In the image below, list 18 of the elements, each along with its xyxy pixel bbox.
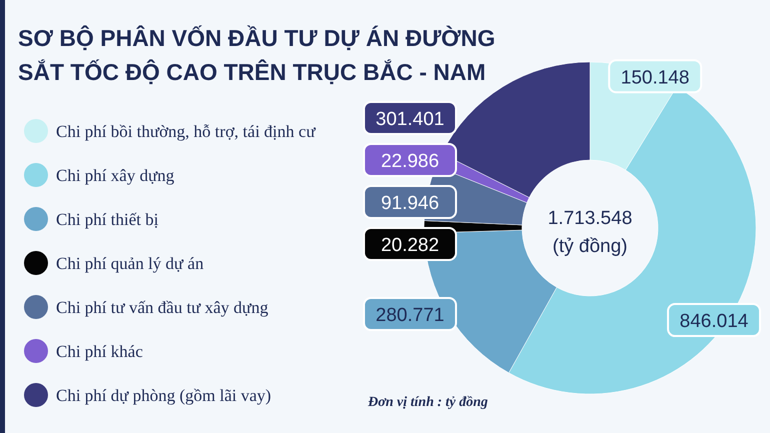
legend-label: Chi phí dự phòng (gồm lãi vay) bbox=[56, 386, 272, 405]
legend-label: Chi phí thiết bị bbox=[56, 210, 159, 229]
legend-label: Chi phí tư vấn đầu tư xây dựng bbox=[56, 298, 269, 317]
legend-label: Chi phí xây dựng bbox=[56, 166, 175, 185]
data-label: 150.148 bbox=[620, 67, 690, 88]
data-label: 20.282 bbox=[380, 235, 440, 256]
legend-label: Chi phí quản lý dự án bbox=[56, 254, 204, 273]
data-label: 280.771 bbox=[376, 305, 444, 326]
text: (tỷ đồng) bbox=[552, 236, 628, 257]
text: 1.713.548 bbox=[548, 208, 632, 229]
data-label: 22.986 bbox=[380, 151, 440, 172]
legend-label: Chi phí bồi thường, hỗ trợ, tái định cư bbox=[56, 122, 316, 141]
data-label: 91.946 bbox=[380, 193, 440, 214]
legend-label: Chi phí khác bbox=[56, 342, 144, 361]
data-label: 846.014 bbox=[680, 311, 749, 332]
chart-title: SƠ BỘ PHÂN VỐN ĐẦU TƯ DỰ ÁN ĐƯỜNG SẮT TỐC ĐỘ CAO TRÊN TRỤC BẮC - NAM bbox=[18, 25, 496, 85]
data-label: 301.401 bbox=[376, 109, 444, 130]
text: Đơn vị tính : tỷ đồng bbox=[367, 395, 488, 410]
